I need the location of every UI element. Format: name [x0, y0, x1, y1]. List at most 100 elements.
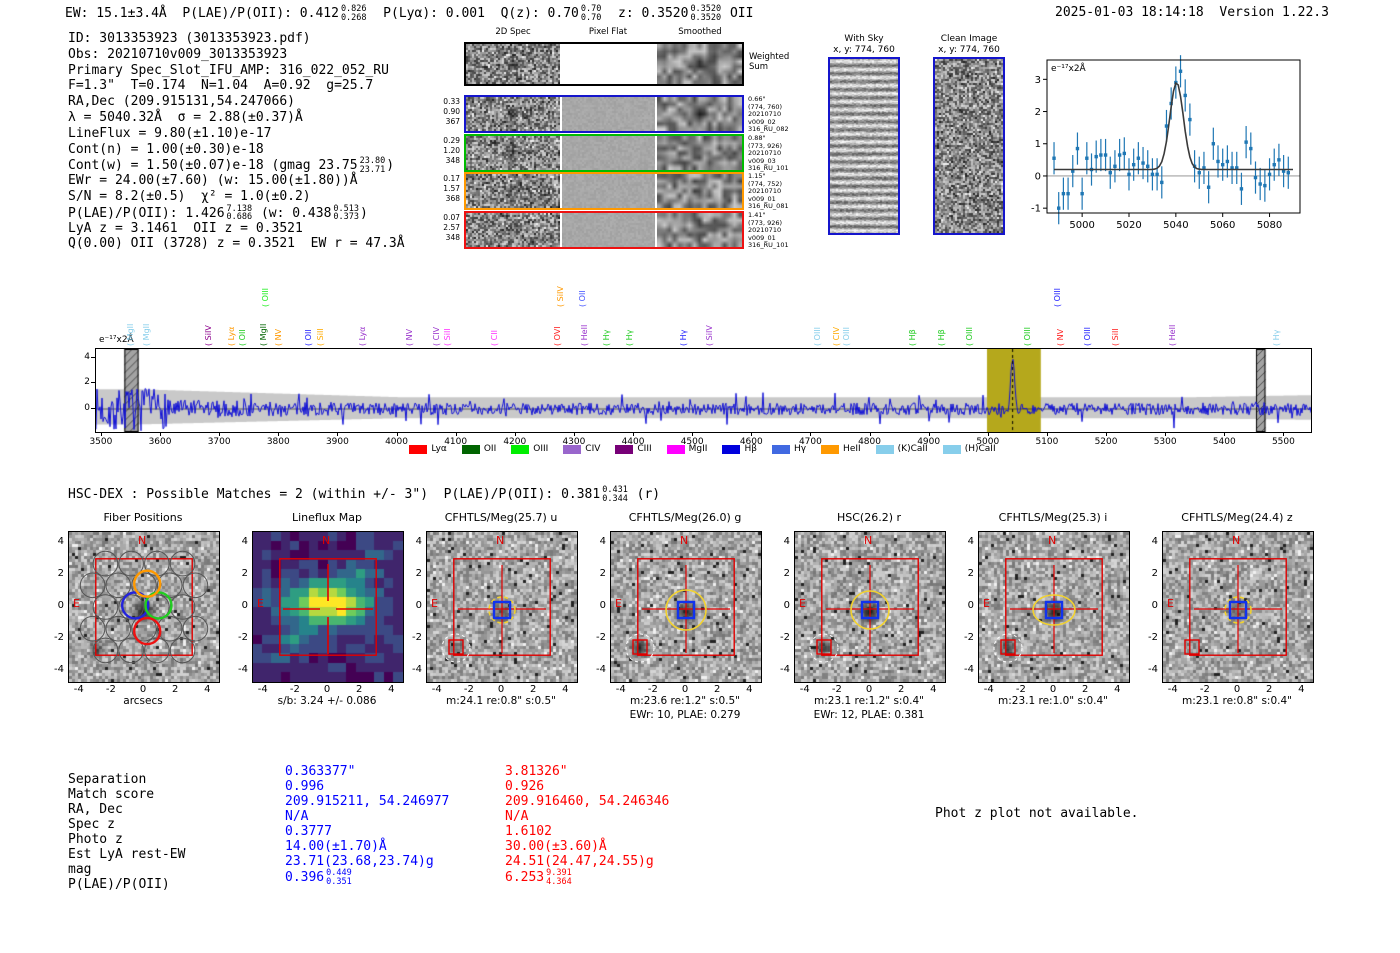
stacked-fraction: 7.138 0.686: [227, 205, 253, 222]
neighbor-square-red: [1000, 639, 1016, 655]
cutout-x-tick-label: 0: [1049, 684, 1057, 695]
cutout-caption: arcsecs: [123, 695, 163, 707]
cutout-overlay: [1184, 558, 1287, 656]
compass-east: E: [1167, 597, 1174, 610]
fraction-top: 0.70: [580, 4, 602, 14]
cutout-image: [69, 532, 219, 682]
data-point: [1244, 140, 1248, 144]
spectrum-x-tick: [337, 432, 339, 436]
legend-item: HeII: [821, 444, 861, 454]
cutout-caption: s/b: 3.24 +/- 0.086: [277, 695, 377, 707]
data-point: [1206, 185, 1211, 189]
fraction-bottom: 0.3520: [690, 12, 722, 23]
spectrum-x-tick-label: 4700: [798, 437, 822, 447]
legend-label: (H)CaII: [964, 444, 996, 454]
text-segment: OII: [722, 6, 754, 22]
spec2d-2dspec-image: [466, 97, 560, 131]
cutout-caption: m:24.1 re:0.8" s:0.5": [446, 695, 556, 707]
legend-item: OII: [461, 444, 496, 454]
emission-line-label: ( SiII: [443, 328, 453, 346]
fit-plot-frame: [1046, 59, 1301, 214]
cutout-x-tick-label: 0: [1233, 684, 1241, 695]
emission-line-label: ( Lyα: [227, 326, 237, 346]
spec2d-row-weights: 0.07 2.57 348: [443, 213, 460, 242]
neighbor-square-red: [448, 639, 464, 655]
emission-line-label: ( Hγ: [601, 329, 611, 346]
spectrum-x-tick: [751, 432, 753, 436]
compass-east: E: [257, 597, 264, 610]
fiber-circle: [169, 637, 196, 664]
cutout-x-tick-label: 0: [497, 684, 505, 695]
spectrum-x-tick: [1106, 432, 1108, 436]
info-line: ID: 3013353923 (3013353923.pdf): [68, 31, 405, 47]
cutout-x-tick-label: 0: [681, 684, 689, 695]
report-version: Version 1.22.3: [1219, 5, 1329, 20]
fiber-circle: [118, 550, 144, 577]
cutout-x-tick-label: 2: [897, 684, 905, 695]
cutout-y-tick-label: -2: [1148, 632, 1158, 644]
spec2d-row-meta: 0.66" (774, 760) 20210710 v009_02 316_RU…: [748, 95, 789, 133]
info-line: Obs: 20210710v009_3013353923: [68, 47, 405, 63]
emission-line-label: ( CII: [490, 330, 499, 346]
data-point: [1272, 162, 1276, 167]
fiber-circle: [105, 615, 132, 642]
spec2d-pixelflat-image: [562, 97, 655, 131]
data-point: [1108, 171, 1112, 175]
aperture-circle-yellow: [850, 590, 890, 630]
text-segment: 6.253: [505, 870, 545, 886]
target-square-blue: [1044, 600, 1064, 620]
cutout-y-tick-label: 4: [241, 535, 248, 547]
spectrum-y-tick-label: 4: [84, 351, 90, 362]
spectrum-y-tick-label: 2: [84, 377, 90, 388]
cutout-y-tick-label: 2: [241, 567, 248, 579]
data-point: [1202, 166, 1206, 170]
match-value: 209.915211, 54.246977: [285, 794, 450, 809]
info-line: F=1.3" T=0.174 N=1.04 A=0.92 g=25.7: [68, 78, 405, 94]
compass-east: E: [983, 597, 990, 610]
cutout-y-tick-label: 2: [783, 567, 790, 579]
compass-east: E: [73, 597, 80, 610]
y-tick-label: 3: [1035, 75, 1041, 86]
match-value: 6.253 9.391 4.364: [505, 869, 573, 886]
cutout-y-tick-label: 4: [783, 535, 790, 547]
sky-panel-image: [830, 59, 898, 233]
cutout-frame: [794, 531, 946, 683]
sky-panel-frame: [933, 57, 1005, 235]
cutout-overlay: [279, 558, 377, 656]
cutout-y-tick-label: 0: [415, 600, 422, 612]
cutout-y-tick-label: 4: [599, 535, 606, 547]
fiber-circle: [156, 615, 183, 642]
fraction-top: 0.449: [326, 868, 352, 878]
cutout-x-tick-label: 2: [1081, 684, 1089, 695]
cutout-title: HSC(26.2) r: [836, 511, 902, 524]
cutout-title: CFHTLS/Meg(26.0) g: [628, 511, 742, 524]
fiber-circle-blue: [120, 591, 150, 620]
cutout-x-tick-label: -4: [257, 684, 268, 695]
spectrum-x-tick-label: 4500: [680, 437, 704, 447]
compass-east: E: [799, 597, 806, 610]
spectrum-x-tick: [1283, 432, 1285, 436]
emission-line-label: ( Hγ: [678, 329, 688, 346]
fraction-top: 7.138: [226, 203, 253, 214]
match-value: 23.71(23.68,23.74)g: [285, 854, 434, 869]
text-segment: 0.396: [285, 870, 325, 886]
emission-line-label: ( CIV: [432, 326, 442, 346]
cutout-y-tick-label: 2: [599, 567, 606, 579]
data-point: [1235, 166, 1239, 170]
spec2d-col-title: 2D Spec: [495, 27, 531, 37]
cutout-x-tick-label: 4: [746, 684, 753, 695]
emission-line-label: ( NV: [1056, 328, 1066, 346]
match-row-label: Photo z: [68, 832, 123, 847]
spectrum-x-tick-label: 3700: [207, 437, 231, 447]
cutout-x-tick-label: -2: [463, 684, 474, 695]
cutout-frame: [68, 531, 220, 683]
neighbor-square-red: [632, 639, 648, 655]
cutout-y-tick-label: 0: [57, 600, 64, 612]
spectrum-x-tick: [633, 432, 635, 436]
cutout-y-tick-label: 4: [57, 535, 64, 547]
spec2d-row-meta: 0.88" (773, 926) 20210710 v009_03 316_RU…: [748, 134, 789, 172]
fiber-circle: [92, 637, 119, 664]
x-tick-label: 5000: [1069, 220, 1094, 231]
text-segment: Obs: 20210710v009_3013353923: [68, 46, 288, 62]
